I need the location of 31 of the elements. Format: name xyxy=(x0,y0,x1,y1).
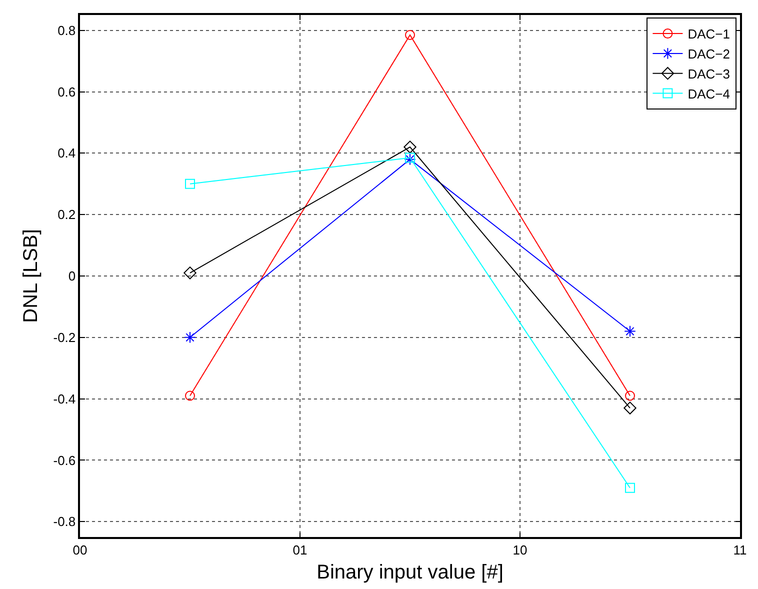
point xyxy=(185,178,195,189)
y-tick-label: 0.6 xyxy=(58,84,76,100)
point xyxy=(185,390,195,401)
y-tick-label: 0 xyxy=(68,268,76,284)
x-tick-label: 00 xyxy=(72,542,88,558)
y-tick-label: -0.8 xyxy=(53,514,76,530)
y-tick-label: 0.2 xyxy=(58,207,76,222)
legend-label: DAC−2 xyxy=(688,46,730,62)
x-tick-label: 01 xyxy=(292,542,308,558)
y-tick-label: -0.2 xyxy=(53,330,76,345)
point xyxy=(624,402,636,414)
y-tick-label: 0.8 xyxy=(58,22,76,38)
point xyxy=(624,325,636,338)
point xyxy=(405,30,415,40)
point xyxy=(404,140,416,154)
point xyxy=(405,152,415,163)
y-tick-label: 0.4 xyxy=(58,146,76,161)
x-tick-label: 10 xyxy=(512,542,528,558)
y-axis-title: DNL [LSB] xyxy=(20,229,42,323)
point xyxy=(184,332,196,344)
y-tick-label: -0.6 xyxy=(53,452,76,468)
point xyxy=(404,153,416,166)
point xyxy=(625,482,635,493)
y-tick-label: -0.4 xyxy=(53,391,76,406)
legend-label: DAC−3 xyxy=(688,66,730,82)
legend-label: DAC−1 xyxy=(688,26,730,42)
point xyxy=(184,266,196,280)
x-tick-label: 11 xyxy=(733,542,747,558)
legend-label: DAC−4 xyxy=(688,86,730,102)
x-axis-title: Binary input value [#] xyxy=(316,561,504,584)
point xyxy=(625,390,635,401)
